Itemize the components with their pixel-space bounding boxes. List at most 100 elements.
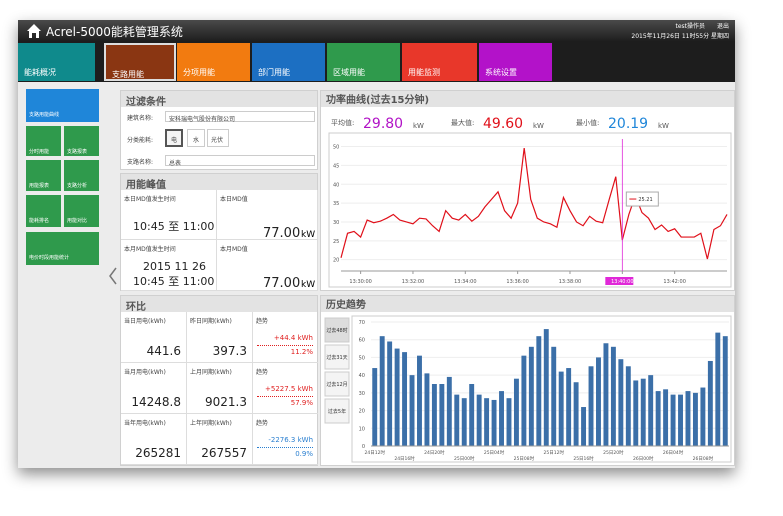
x-tick-label: 24日16时 — [394, 455, 415, 462]
bar — [424, 373, 430, 446]
percent: 57.9% — [290, 399, 313, 407]
tab-label[interactable]: 过去5年 — [328, 408, 346, 415]
nav-tab[interactable]: 部门用能 — [252, 43, 325, 81]
bar — [439, 384, 445, 446]
cell — [253, 312, 318, 363]
bar — [521, 355, 527, 446]
logout[interactable]: 退出 — [716, 23, 729, 30]
x-tick-label: 24日12时 — [365, 449, 386, 456]
chart-title: 历史趋势 — [326, 298, 366, 311]
y-tick-label: 35 — [333, 201, 339, 207]
side-tile[interactable]: 电价时段用能统计 — [26, 232, 99, 265]
tab[interactable] — [324, 317, 350, 343]
category-button[interactable]: 光伏 — [207, 129, 229, 147]
bar — [551, 346, 557, 446]
y-tick-label: 40 — [333, 182, 339, 188]
branch-select[interactable]: 总表 — [165, 155, 315, 167]
tab-label[interactable]: 过去12月 — [326, 381, 347, 388]
nav-tab[interactable]: 系统设置 — [479, 43, 552, 81]
power-line — [340, 147, 728, 260]
bar — [476, 394, 482, 446]
bar — [625, 366, 631, 446]
label: 本月MD值发生时间 — [124, 246, 176, 253]
y-tick-label: 60 — [359, 338, 365, 344]
bar — [402, 352, 408, 446]
label: 上月同期(kWh) — [190, 369, 232, 376]
tooltip-value: 25.21 — [638, 197, 652, 203]
side-tile[interactable]: 支路分析 — [64, 160, 99, 191]
bar — [581, 407, 587, 446]
side-tile[interactable]: 支路用能曲线 — [26, 89, 99, 122]
cell — [217, 190, 318, 240]
panel-title: 过滤条件 — [121, 91, 317, 108]
x-tick-label: 13:42:00 — [663, 279, 685, 285]
side-tile[interactable]: 用能报表 — [26, 160, 61, 191]
bar — [469, 384, 475, 446]
stat-value: 20.19 — [608, 116, 648, 132]
stat-label: 最小值: — [576, 118, 599, 127]
label: 当日用电(kWh) — [124, 318, 166, 325]
bar — [454, 394, 460, 446]
datetime: 2015年11月26日 11时55分 星期四 — [631, 33, 729, 40]
stat-unit: kW — [658, 122, 669, 130]
stat-label: 最大值: — [451, 118, 474, 127]
nav-tab[interactable]: 用能监测 — [402, 43, 477, 81]
value: 77.00 — [263, 276, 301, 291]
cell — [253, 363, 318, 414]
percent: 0.9% — [295, 450, 313, 458]
label: 本日MD值 — [220, 196, 248, 203]
x-tick-label: 25日00时 — [454, 455, 475, 462]
nav-tab[interactable]: 支路用能 — [104, 43, 176, 81]
bar — [603, 343, 609, 446]
bar — [618, 359, 624, 446]
tab-label[interactable]: 过去31天 — [326, 354, 347, 361]
bar — [536, 336, 542, 446]
tab[interactable] — [324, 398, 350, 424]
x-tick-label: 26日00时 — [633, 455, 654, 462]
label: 趋势 — [256, 369, 269, 376]
label: 趋势 — [256, 420, 269, 427]
user[interactable]: test操作员 — [675, 23, 705, 30]
bar — [715, 332, 721, 446]
bar — [543, 329, 549, 446]
cell — [187, 363, 253, 414]
category-button[interactable]: 电 — [165, 129, 183, 147]
bar — [610, 346, 616, 446]
cell — [121, 190, 217, 240]
side-tile[interactable]: 分时用能 — [26, 126, 61, 156]
nav-tab[interactable]: 能耗概况 — [18, 43, 95, 81]
bar — [379, 336, 385, 446]
change: -2276.3 kWh — [268, 436, 313, 444]
side-tile[interactable]: 用能对比 — [64, 195, 99, 227]
tab[interactable] — [324, 371, 350, 397]
bar — [558, 371, 564, 446]
y-tick-label: 40 — [359, 373, 365, 379]
unit: kW — [301, 280, 316, 290]
nav-tab[interactable]: 区域用能 — [327, 43, 400, 81]
header: Acrel-5000能耗管理系统 test操作员 退出 2015年11月26日 … — [18, 20, 735, 42]
bar — [446, 376, 452, 446]
category-button[interactable]: 水 — [187, 129, 205, 147]
collapse-arrow[interactable] — [108, 267, 118, 285]
x-tick-label: 25日04时 — [484, 449, 505, 456]
bar — [409, 375, 415, 446]
cursor-label-bg — [605, 277, 634, 285]
bar — [491, 399, 497, 446]
bar — [685, 391, 691, 446]
panel-header — [321, 91, 734, 107]
bar — [528, 346, 534, 446]
power-chart: 功率曲线(过去15分钟) 平均值: 29.80 kW 最大值: 49.60 kW 最小值: 2… — [321, 91, 734, 288]
nav-tab[interactable]: 分项用能 — [177, 43, 250, 81]
bar — [640, 378, 646, 446]
change: +5227.5 kWh — [265, 385, 313, 393]
tab-label[interactable]: 过去48时 — [326, 327, 347, 334]
side-tile[interactable]: 能耗排名 — [26, 195, 61, 227]
y-tick-label: 45 — [333, 163, 339, 169]
tab[interactable] — [324, 344, 350, 370]
building-select[interactable]: 安科瑞电气股份有限公司 — [165, 111, 315, 123]
change: +44.4 kWh — [273, 334, 313, 342]
bar — [417, 355, 422, 446]
cell — [121, 363, 187, 414]
side-tile[interactable]: 支路报表 — [64, 126, 99, 156]
